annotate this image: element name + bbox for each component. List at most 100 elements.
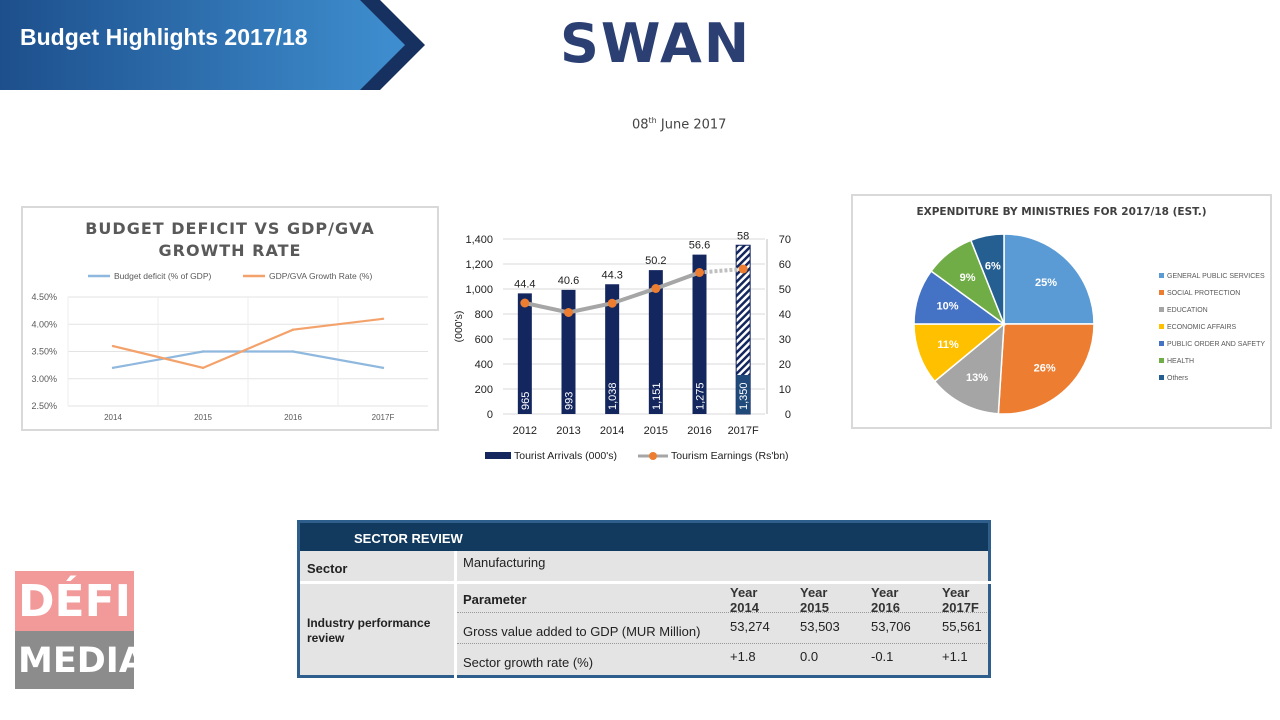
right-tick-label: 10 <box>779 384 791 396</box>
left-tick-label: 600 <box>475 334 493 346</box>
right-tick-label: 50 <box>779 284 791 296</box>
data-point <box>201 366 205 370</box>
data-point <box>111 344 115 348</box>
pie-slice-label: 9% <box>960 272 976 284</box>
pie-slice-label: 26% <box>1034 362 1056 374</box>
y-tick-label: 3.50% <box>31 347 57 357</box>
x-tick-label: 2015 <box>194 413 212 422</box>
earnings-point <box>564 308 573 317</box>
x-tick-label: 2014 <box>600 425 624 437</box>
pie-slice-label: 11% <box>937 339 959 351</box>
right-tick-label: 60 <box>779 259 791 271</box>
growth-row-label: Sector growth rate (%) <box>463 655 594 670</box>
deficit-chart-title: BUDGET DEFICIT VS GDP/GVA GROWTH RATE <box>85 219 375 260</box>
legend-swatch <box>1159 341 1164 346</box>
table-cell: 53,274 <box>730 619 770 634</box>
y-tick-label: 3.00% <box>31 374 57 384</box>
pie-slice-2 <box>997 323 1095 415</box>
data-point <box>111 366 115 370</box>
bar-2015 <box>648 270 663 414</box>
legend-label: EDUCATION <box>1167 307 1208 314</box>
pie-slice-3 <box>933 322 1005 415</box>
year-header: Year 2014 <box>730 585 759 615</box>
legend-swatch <box>1159 290 1164 295</box>
earnings-line-forecast <box>699 267 744 275</box>
x-tick-label: 2016 <box>687 425 711 437</box>
title-banner <box>0 0 425 90</box>
deficit-chart-panel: BUDGET DEFICIT VS GDP/GVA GROWTH RATE 4.… <box>21 206 439 431</box>
x-tick-label: 2017F <box>728 425 759 437</box>
gva-row-label: Gross value added to GDP (MUR Million) <box>463 624 701 639</box>
data-point <box>201 350 205 353</box>
table-cell: 53,706 <box>871 619 911 634</box>
defi-logo-top: DÉFI <box>15 571 134 631</box>
data-point <box>381 366 385 370</box>
defi-logo-bottom: MEDIA <box>15 631 146 689</box>
earnings-point <box>695 268 704 277</box>
legend-label: PUBLIC ORDER AND SAFETY <box>1167 341 1265 348</box>
bar-value-label: 1,151 <box>651 382 663 410</box>
legend-label: Tourism Earnings (Rs'bn) <box>671 450 789 462</box>
x-tick-label: 2016 <box>284 413 302 422</box>
legend-label: Tourist Arrivals (000's) <box>514 450 617 462</box>
expenditure-chart-panel: EXPENDITURE BY MINISTRIES FOR 2017/18 (E… <box>851 194 1272 429</box>
x-tick-label: 2013 <box>556 425 580 437</box>
bar-value-label: 993 <box>564 392 576 410</box>
right-tick-label: 0 <box>785 409 791 421</box>
legend-swatch <box>1159 375 1164 380</box>
legend-swatch <box>1159 307 1164 312</box>
pie-slice-label: 25% <box>1035 277 1057 289</box>
left-tick-label: 200 <box>475 384 493 396</box>
year-header: Year 2015 <box>800 585 829 615</box>
swan-logo: SWAN <box>560 12 752 75</box>
left-tick-label: 800 <box>475 309 493 321</box>
sector-review-table: SECTOR REVIEW Sector Manufacturing Indus… <box>297 520 994 681</box>
legend-label: Budget deficit (% of GDP) <box>114 271 211 281</box>
sector-value: Manufacturing <box>463 555 546 570</box>
expenditure-chart-title: EXPENDITURE BY MINISTRIES FOR 2017/18 (E… <box>916 206 1207 218</box>
bar-2013 <box>561 289 576 414</box>
series-line-2 <box>112 317 384 370</box>
earnings-value-label: 44.3 <box>601 269 622 281</box>
legend-swatch <box>1159 273 1164 278</box>
earnings-point <box>651 284 661 293</box>
legend-label: GENERAL PUBLIC SERVICES <box>1167 273 1265 280</box>
right-tick-label: 20 <box>779 359 791 371</box>
y-tick-label: 2.50% <box>31 401 57 411</box>
right-tick-label: 70 <box>779 234 791 246</box>
x-tick-label: 2015 <box>644 425 668 437</box>
pie-slice-label: 6% <box>985 261 1001 273</box>
x-tick-label: 2014 <box>104 413 122 422</box>
earnings-value-label: 50.2 <box>645 255 666 267</box>
year-header: Year 2017F <box>942 585 979 615</box>
parameter-header: Parameter <box>463 592 527 607</box>
data-point <box>291 328 295 331</box>
right-tick-label: 30 <box>779 334 791 346</box>
bar-value-label: 1,038 <box>607 382 619 410</box>
bar-value-label: 965 <box>520 392 532 410</box>
bar-2016 <box>692 254 707 414</box>
bar-2014 <box>605 284 620 414</box>
right-tick-label: 40 <box>779 309 791 321</box>
y-tick-label: 4.50% <box>31 292 57 302</box>
performance-label: Industry performance review <box>307 616 431 645</box>
page-title: Budget Highlights 2017/18 <box>20 24 308 50</box>
pie-slice-label: 10% <box>936 301 958 313</box>
bar-value-label: 1,350 <box>738 382 750 410</box>
legend-swatch <box>485 452 511 459</box>
table-cell: +1.1 <box>942 649 968 664</box>
legend-label: ECONOMIC AFFAIRS <box>1167 324 1237 331</box>
tourism-combo-chart: 1,4001,2001,0008006004002000706050403020… <box>453 230 791 462</box>
left-tick-label: 1,200 <box>465 259 493 271</box>
legend-label: SOCIAL PROTECTION <box>1167 290 1240 297</box>
legend-label: Others <box>1167 375 1189 382</box>
left-tick-label: 1,000 <box>465 284 493 296</box>
pie-slice-label: 13% <box>966 372 988 384</box>
legend-label: GDP/GVA Growth Rate (%) <box>269 271 372 281</box>
earnings-value-label: 56.6 <box>689 240 710 252</box>
left-axis-label: (000's) <box>453 311 465 343</box>
bar-value-label: 1,275 <box>695 382 707 410</box>
legend-label: HEALTH <box>1167 358 1194 365</box>
sector-review-heading: SECTOR REVIEW <box>300 523 988 551</box>
